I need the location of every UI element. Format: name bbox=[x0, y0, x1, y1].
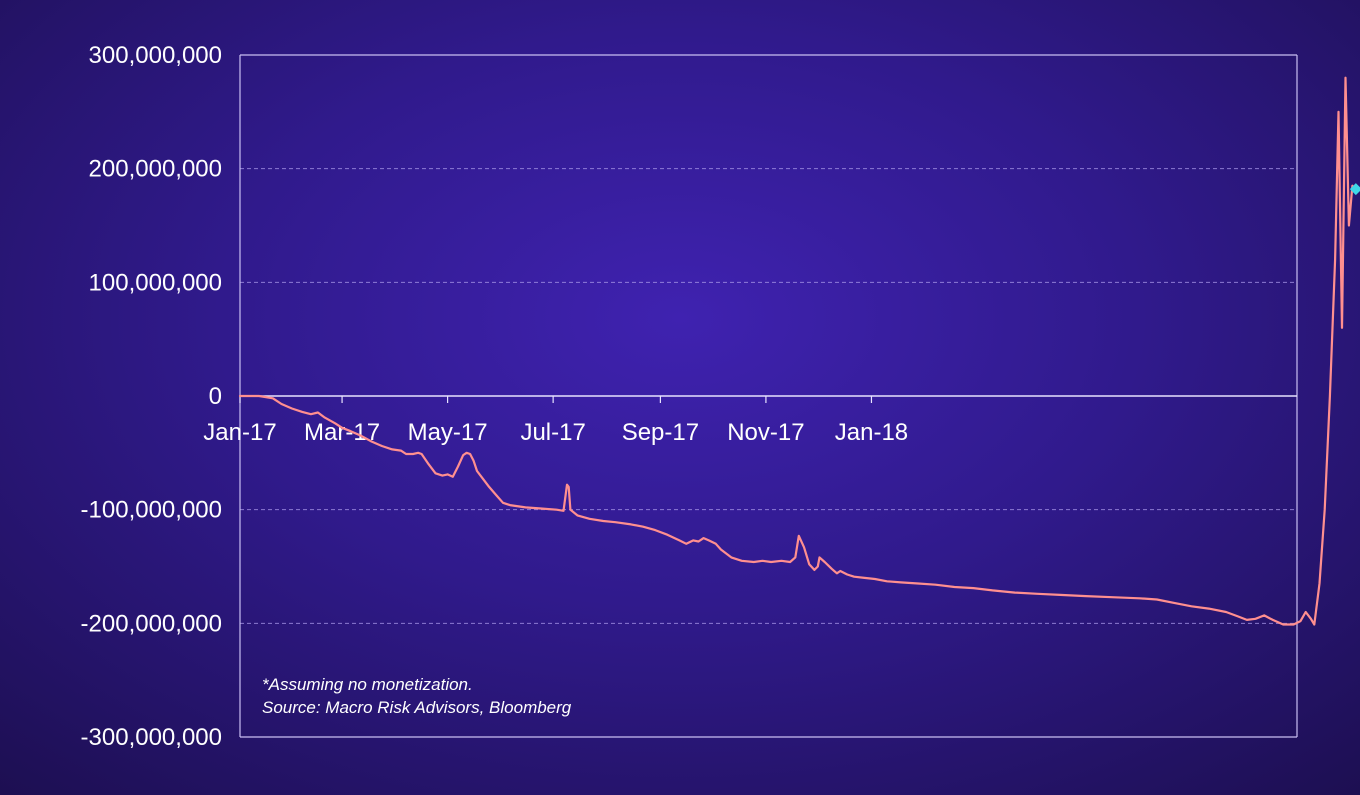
last-value-marker bbox=[1349, 183, 1360, 196]
series-line bbox=[238, 76, 1354, 626]
footnote-source: Source: Macro Risk Advisors, Bloomberg bbox=[262, 698, 572, 717]
x-tick-label: Sep-17 bbox=[622, 419, 699, 446]
x-tick-label: Jul-17 bbox=[520, 419, 585, 446]
x-tick-label: Jan-18 bbox=[835, 419, 908, 446]
x-tick-label: May-17 bbox=[408, 419, 488, 446]
footnote-assumption: *Assuming no monetization. bbox=[262, 675, 473, 694]
y-tick-label: 100,000,000 bbox=[89, 269, 222, 296]
x-tick-label: Jan-17 bbox=[203, 419, 276, 446]
y-tick-label: 300,000,000 bbox=[89, 42, 222, 69]
x-tick-label: Nov-17 bbox=[727, 419, 804, 446]
y-tick-label: -300,000,000 bbox=[81, 724, 222, 751]
y-tick-label: -100,000,000 bbox=[81, 497, 222, 524]
y-tick-label: 200,000,000 bbox=[89, 156, 222, 183]
y-tick-label: 0 bbox=[209, 383, 222, 410]
y-tick-label: -200,000,000 bbox=[81, 610, 222, 637]
x-tick-label: Mar-17 bbox=[304, 419, 380, 446]
